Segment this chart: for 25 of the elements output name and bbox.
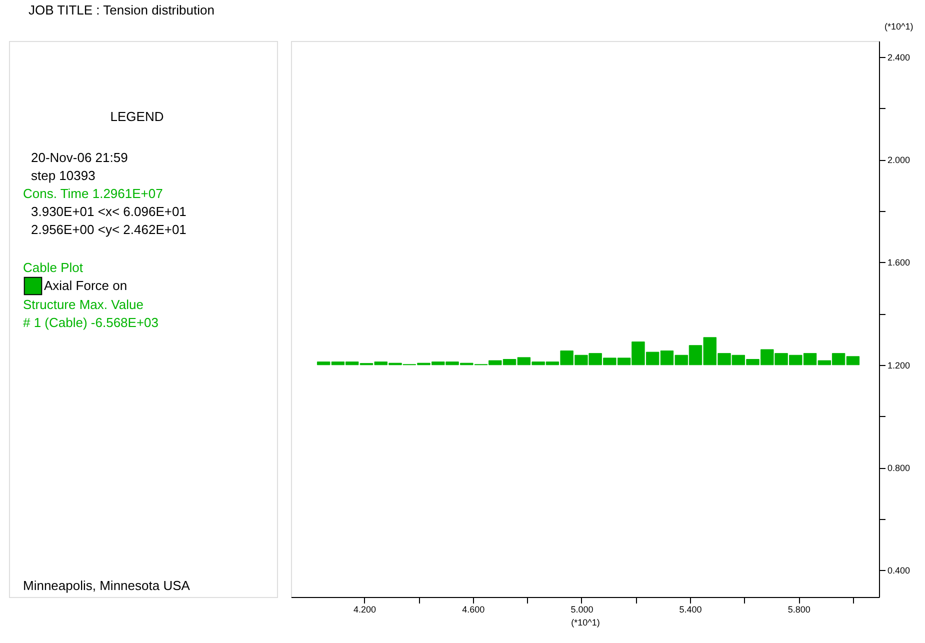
text: 2.956E+00 <y< 2.462E+01 [31, 222, 186, 237]
y-tick-label: 2.000 [888, 155, 910, 166]
text: Cable Plot [23, 260, 84, 275]
text: Minneapolis, Minnesota USA [23, 578, 190, 593]
text: JOB TITLE : Tension distribution [28, 2, 214, 18]
text: LEGEND [110, 109, 164, 124]
y-axis-title: (*10^1) [884, 22, 914, 32]
text: # 1 (Cable) -6.568E+03 [23, 315, 159, 330]
text: 20-Nov-06 21:59 [31, 150, 128, 165]
legend-label: Axial Force on [44, 278, 128, 293]
x-tick-label: 5.800 [788, 604, 810, 614]
x-tick-label: 5.000 [570, 604, 594, 614]
x-axis-title: (*10^1) [571, 618, 600, 628]
y-tick-label: 1.600 [888, 258, 910, 268]
text: step 10393 [31, 168, 96, 183]
x-tick-label: 5.400 [679, 604, 702, 614]
text: Cons. Time 1.2961E+07 [23, 186, 163, 201]
y-tick-label: 1.200 [888, 360, 910, 370]
text: Structure Max. Value [23, 297, 144, 312]
y-tick-label: 0.400 [888, 566, 910, 576]
y-tick-label: 2.400 [888, 52, 910, 62]
x-tick-label: 4.200 [354, 604, 376, 614]
x-tick-label: 4.600 [462, 604, 485, 614]
y-tick-label: 0.800 [888, 463, 910, 474]
text: 3.930E+01 <x< 6.096E+01 [31, 204, 186, 219]
